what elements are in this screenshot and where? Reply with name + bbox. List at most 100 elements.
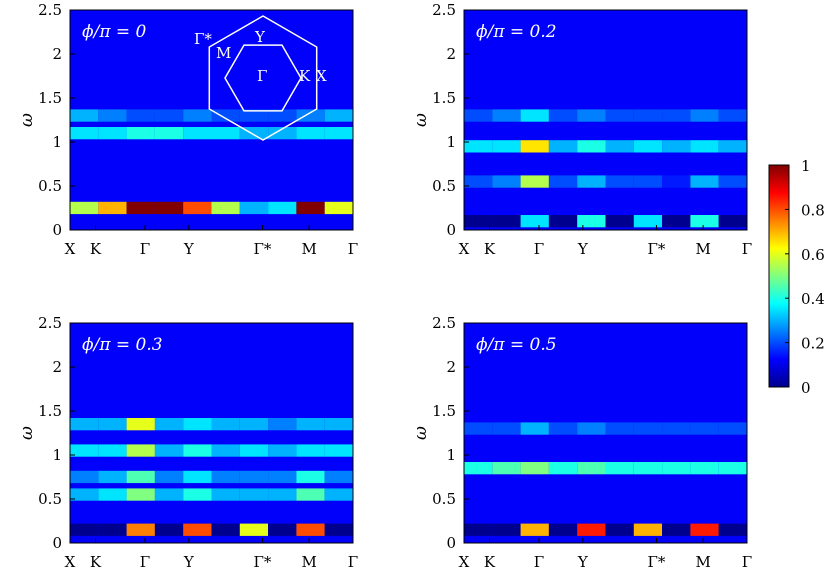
heatmap-cell-band2-col3	[126, 127, 155, 140]
heatmap-cell-band2-col10	[324, 127, 353, 140]
heatmap-cell-band2-col3	[126, 488, 155, 501]
heatmap-cell-band5-col2	[98, 418, 127, 431]
heatmap-cell-band4-col7	[239, 444, 269, 457]
heatmap-cell-band3-col4	[548, 140, 578, 153]
inset-point-label: Y	[254, 28, 266, 46]
y-axis-label: ω	[411, 426, 431, 440]
plot-frame	[463, 322, 748, 544]
inset-point-label: X	[316, 67, 327, 85]
heatmap-cell-band1-col2	[98, 523, 127, 536]
heatmap-cell-band2-col10	[718, 175, 747, 188]
x-tick-label: Y	[183, 553, 195, 571]
heatmap-cell-band2-col8	[662, 175, 691, 188]
heatmap-cell-band3-col5	[183, 109, 212, 122]
heatmap-cell-band2-col2	[98, 127, 127, 140]
y-tick-label: 2.5	[432, 314, 456, 332]
heatmap-cell-band1-col6	[211, 201, 240, 215]
brillouin-zone-inset: Γ*M Y Γ K X	[194, 15, 327, 141]
heatmap-cell-band2-col1	[70, 488, 99, 501]
heatmap-cell-band4-col2	[98, 444, 127, 457]
x-tick-label: X	[459, 240, 470, 258]
heatmap-cell-band3-col3	[126, 470, 155, 484]
y-tick-label: 1	[52, 446, 62, 464]
y-axis-label: ω	[411, 113, 431, 127]
heatmap-cell-band1-col4	[548, 523, 578, 536]
outer-hexagon	[208, 15, 318, 141]
heatmap-cell-band4-col5	[577, 109, 606, 122]
heatmap-cell-band1-col8	[662, 523, 691, 536]
x-tick-label: K	[484, 553, 496, 571]
heatmap-cell-band3-col9	[296, 470, 325, 484]
heatmap-cell-band1-col9	[296, 201, 325, 215]
heatmap-cell-band3-col4	[154, 470, 184, 484]
x-tick-label: M	[695, 553, 710, 571]
heatmap-cell-band4-col9	[296, 444, 325, 457]
x-tick-label: M	[301, 553, 316, 571]
heatmap-cell-band4-col7	[633, 109, 663, 122]
heatmap-cell-band1-col7	[239, 201, 269, 215]
heatmap-cell-band3-col10	[324, 470, 353, 484]
heatmap-cell-band2-col8	[662, 462, 691, 475]
colorbar-tick-label: 0.6	[801, 246, 825, 264]
heatmap-cell-band2-col6	[605, 462, 634, 475]
heatmap-cell-band2-col10	[324, 488, 353, 501]
heatmap-cell-band2-col9	[690, 175, 719, 188]
colorbar: 1 0.8 0.6 0.4 0.2 0	[768, 157, 825, 397]
heatmap-cell-band4-col2	[492, 109, 521, 122]
heatmap-cell-band1-col6	[605, 523, 634, 536]
heatmap-cell-band2-col1	[464, 462, 493, 475]
x-tick-label: X	[65, 553, 76, 571]
x-tick-label: Γ	[348, 553, 358, 571]
x-tick-label: Γ	[534, 240, 544, 258]
heatmap-cell-band5-col7	[239, 418, 269, 431]
inner-hexagon	[224, 44, 302, 112]
y-tick-label: 0.5	[38, 490, 62, 508]
heatmap-cell-band1-col10	[718, 523, 747, 536]
panel-label: ϕ/π = 0.2	[476, 22, 557, 42]
heatmap-cell-band1-col9	[690, 215, 719, 228]
heatmap-cell-band4-col4	[154, 444, 184, 457]
heatmap-cell-band1-col1	[70, 523, 99, 536]
heatmap-cell-band1-col5	[577, 523, 606, 536]
heatmap-cell-band1-col6	[211, 523, 240, 536]
x-tick-label: K	[484, 240, 496, 258]
heatmap-cell-band2-col10	[718, 462, 747, 475]
y-tick-label: 2	[446, 45, 456, 63]
heatmap-cell-band4-col3	[126, 444, 155, 457]
heatmap-cell-band1-col1	[464, 215, 493, 228]
heatmap-cell-band1-col2	[492, 523, 521, 536]
y-tick-label: 0.5	[432, 490, 456, 508]
heatmap-cell-band1-col7	[633, 215, 663, 228]
heatmap-cell-band1-col10	[718, 215, 747, 228]
heatmap-cell-band1-col5	[183, 201, 212, 215]
heatmap-cell-band2-col9	[690, 462, 719, 475]
heatmap-cell-band4-col10	[718, 109, 747, 122]
heatmap-cell-band3-col10	[718, 422, 747, 435]
heatmap-cell-band1-col5	[577, 215, 606, 228]
heatmap-cell-band2-col4	[548, 462, 578, 475]
heatmap-cell-band4-col1	[464, 109, 493, 122]
heatmap-background	[70, 323, 353, 543]
heatmap-cell-band3-col1	[464, 140, 493, 153]
heatmap-cell-band4-col6	[605, 109, 634, 122]
heatmap-cell-band3-col8	[268, 109, 297, 122]
heatmap-cell-band3-col7	[239, 109, 269, 122]
heatmap-cell-band4-col10	[324, 444, 353, 457]
x-tick-label: Y	[183, 240, 195, 258]
heatmap-cell-band1-col4	[154, 523, 184, 536]
heatmap-cell-band4-col3	[520, 109, 549, 122]
heatmap-cell-band3-col6	[211, 109, 240, 122]
panels: 00.511.522.5ωX K Γ Y Γ* M Γϕ/π = 0 Γ*MYΓ K X00.51…	[17, 1, 752, 571]
heatmap-cell-band2-col4	[154, 127, 184, 140]
x-tick-label: Γ	[348, 240, 358, 258]
plot-frame	[463, 9, 748, 231]
y-axis-label: ω	[17, 113, 37, 127]
inset-point-label: Γ*	[194, 30, 212, 48]
heatmap-cell-band1-col4	[548, 215, 578, 228]
heatmap-cell-band3-col5	[577, 140, 606, 153]
heatmap-cell-band5-col6	[211, 418, 240, 431]
plot-frame	[69, 9, 354, 231]
heatmap-cell-band5-col1	[70, 418, 99, 431]
heatmap-panel-2: 0 0.5 1 1.5 2 2.5 ω X K Γ Y Γ* M Γϕ/π = 0.2	[411, 1, 752, 258]
